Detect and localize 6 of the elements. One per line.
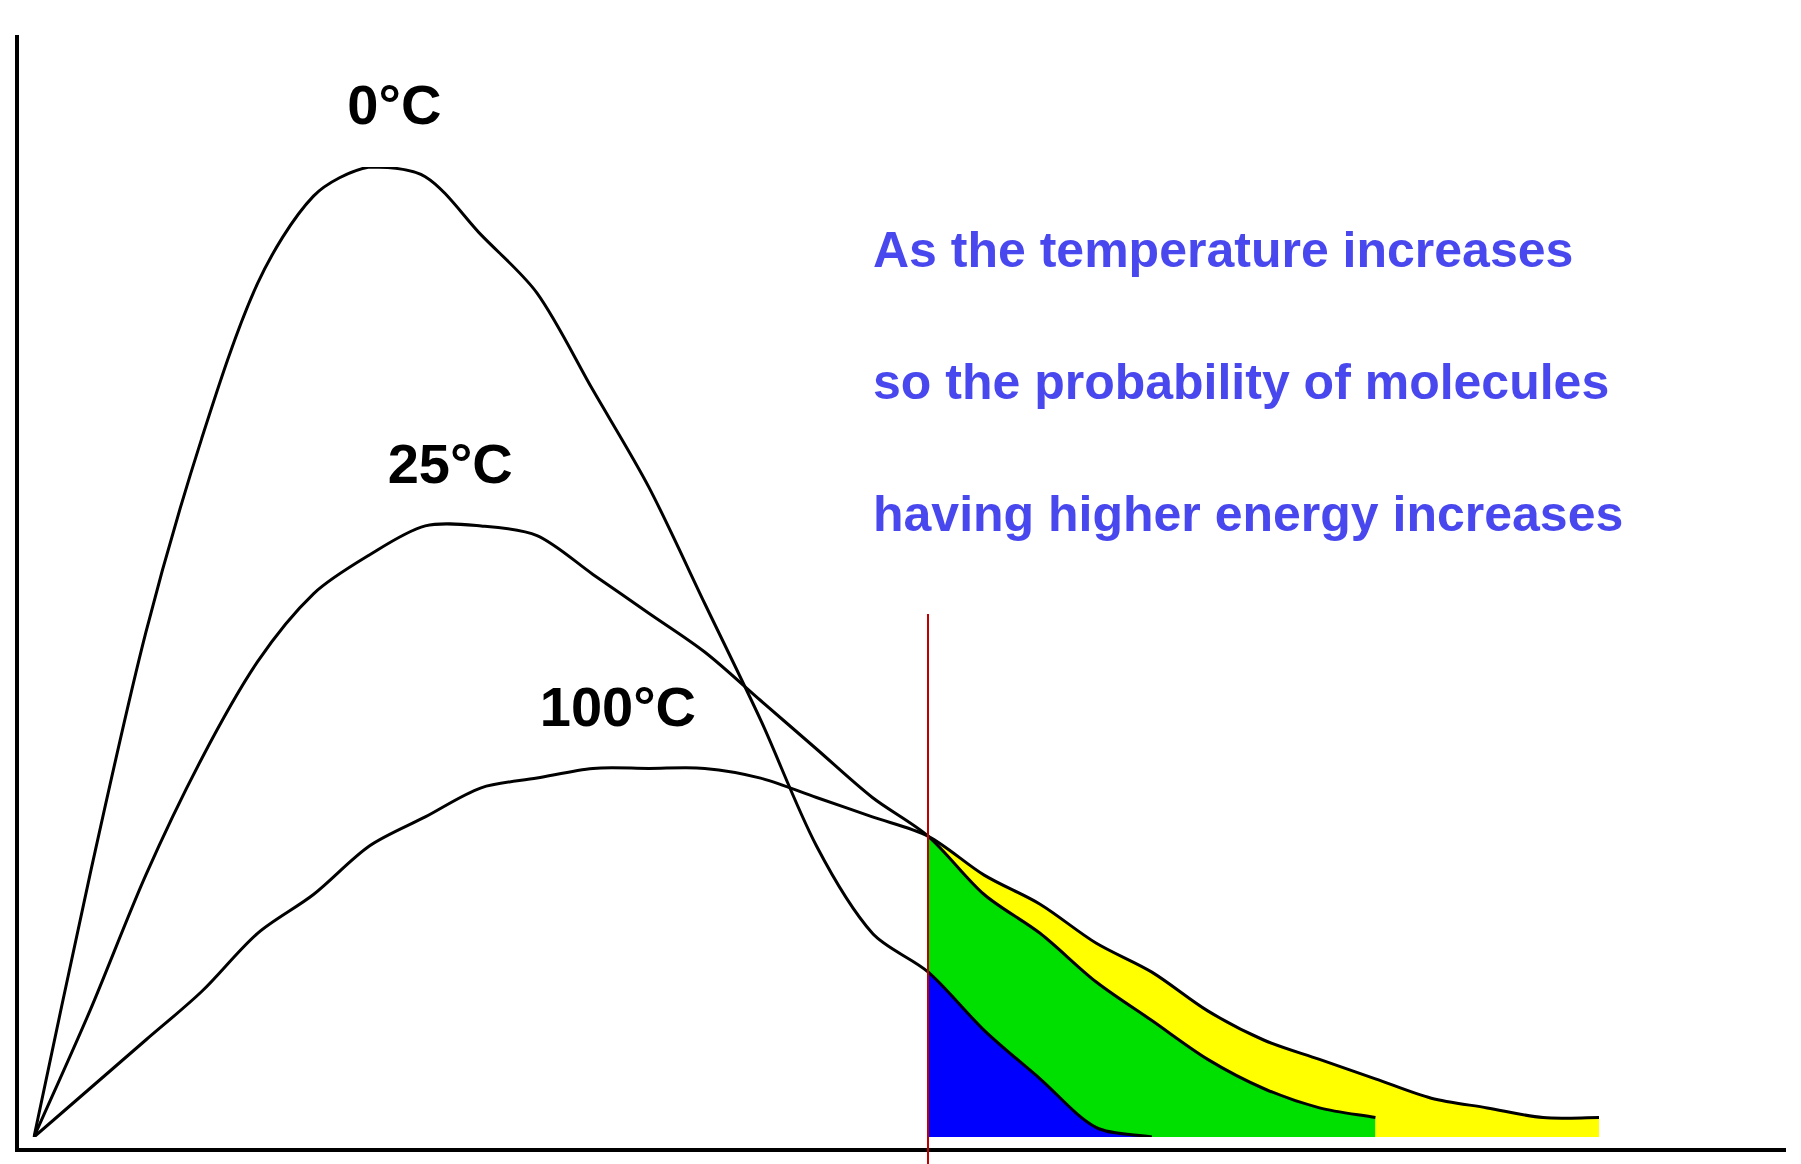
series-label: 100°C: [539, 674, 697, 738]
annotation: As the temperature increases: [873, 221, 1574, 278]
annotation: so the probability of molecules: [873, 353, 1610, 410]
series-label: 0°C: [347, 73, 442, 137]
series-label: 25°C: [387, 432, 513, 496]
annotation: having higher energy increases: [873, 485, 1624, 542]
